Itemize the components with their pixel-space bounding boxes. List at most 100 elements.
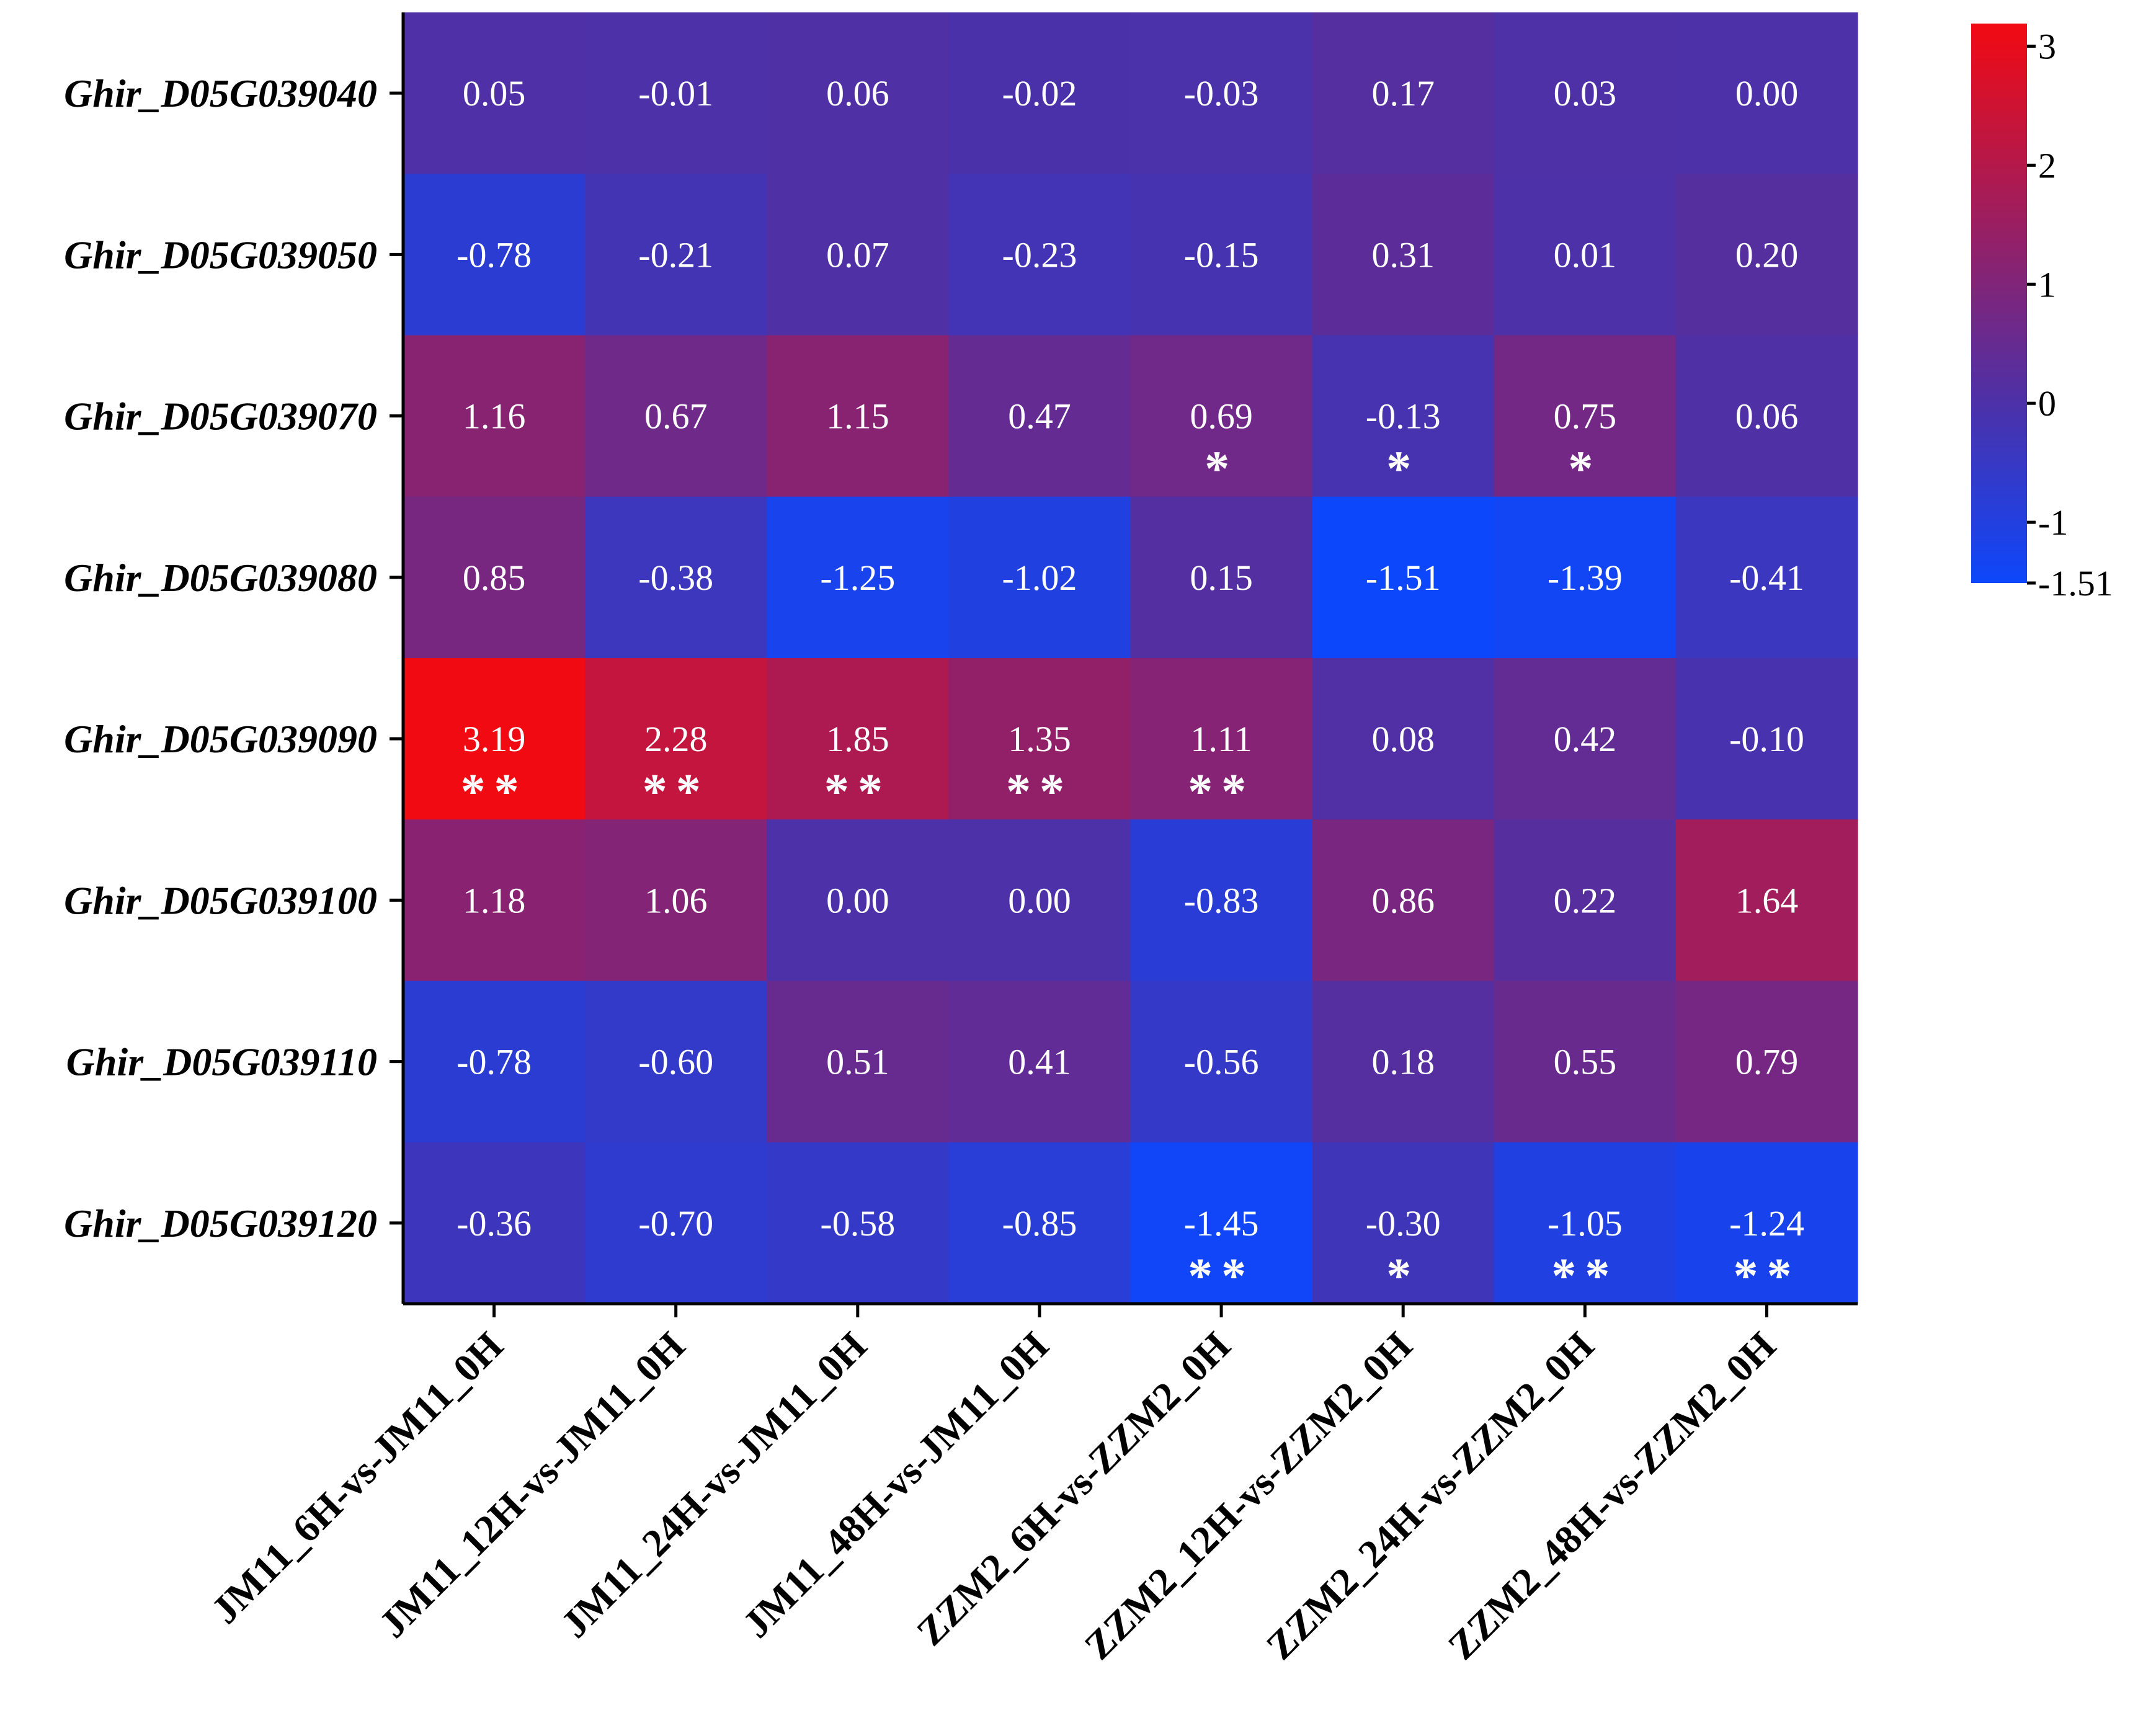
legend-color-bar (1971, 24, 2027, 583)
heatmap-cell (1494, 658, 1677, 820)
heatmap-cell (767, 496, 949, 659)
significance-marker: ** (1551, 1249, 1618, 1304)
cell-value-label: 0.03 (1554, 73, 1617, 114)
cell-value-label: 0.01 (1554, 234, 1617, 275)
heatmap-cell (948, 335, 1131, 497)
significance-marker: ** (1733, 1249, 1800, 1304)
cell-value-label: -0.10 (1729, 719, 1804, 759)
cell-value-label: 0.69 (1190, 396, 1253, 437)
cell-value-label: 0.00 (826, 880, 889, 920)
column-label: JM11_24H-vs-JM11_0H (552, 1324, 875, 1646)
significance-marker: * (1386, 442, 1420, 497)
heatmap-cell (767, 1142, 949, 1304)
cell-value-label: -1.24 (1729, 1203, 1804, 1244)
heatmap-cell (1130, 174, 1313, 336)
cell-value-label: -0.41 (1729, 558, 1804, 598)
heatmap-cell (403, 819, 586, 982)
column-label: ZZM2_24H-vs-ZZM2_0H (1258, 1324, 1603, 1668)
heatmap-cell (585, 12, 767, 174)
column-label: ZZM2_48H-vs-ZZM2_0H (1440, 1324, 1784, 1668)
legend-tick-label: 1 (2038, 264, 2056, 305)
heatmap-cell (1494, 12, 1677, 174)
heatmap-cell (948, 496, 1131, 659)
cell-value-label: 1.18 (463, 880, 526, 920)
cell-value-label: 0.17 (1371, 73, 1435, 114)
heatmap-cell (1312, 335, 1495, 497)
heatmap-cell (767, 981, 949, 1143)
heatmap-cell (767, 819, 949, 982)
cell-value-label: 1.85 (826, 719, 889, 759)
heatmap-cell (1675, 335, 1858, 497)
heatmap-cell (1312, 1142, 1495, 1304)
cell-value-label: 3.19 (463, 719, 526, 759)
cell-value-label: -0.85 (1002, 1203, 1077, 1244)
cell-value-label: -0.58 (820, 1203, 895, 1244)
heatmap-cell (948, 1142, 1131, 1304)
heatmap-cell (1312, 496, 1495, 659)
heatmap-cell (767, 174, 949, 336)
legend-tick-label: 0 (2038, 383, 2056, 424)
heatmap-cell (403, 658, 586, 820)
heatmap-cell (767, 658, 949, 820)
heatmap-cell (948, 819, 1131, 982)
cell-value-label: -0.36 (457, 1203, 532, 1244)
heatmap-cell (1675, 981, 1858, 1143)
cell-value-label: -1.02 (1002, 558, 1077, 598)
cell-value-label: -0.21 (638, 234, 713, 275)
column-label: ZZM2_6H-vs-ZZM2_0H (908, 1324, 1239, 1654)
heatmap-cell (1312, 981, 1495, 1143)
column-label: ZZM2_12H-vs-ZZM2_0H (1076, 1324, 1421, 1668)
row-label: Ghir_D05G039100 (64, 878, 377, 922)
cell-value-label: 0.00 (1008, 880, 1071, 920)
heatmap-cell (948, 981, 1131, 1143)
significance-marker: * (1386, 1249, 1420, 1304)
y-axis: Ghir_D05G039040 Ghir_D05G039050 Ghir_D05G0… (64, 12, 405, 1304)
cell-value-label: 2.28 (644, 719, 708, 759)
column-label: JM11_48H-vs-JM11_0H (734, 1324, 1057, 1646)
cell-value-label: 0.42 (1554, 719, 1617, 759)
cell-value-label: 1.64 (1735, 880, 1799, 920)
heatmap-cell (1675, 819, 1858, 982)
heatmap-cell (585, 981, 767, 1143)
cell-value-label: -0.38 (638, 558, 713, 598)
heatmap-cells (403, 12, 1858, 1304)
heatmap-cell (1130, 335, 1313, 497)
cell-value-label: 0.06 (1735, 396, 1799, 437)
heatmap-cell (403, 174, 586, 336)
heatmap-cell (1494, 981, 1677, 1143)
cell-value-label: -0.01 (638, 73, 713, 114)
legend-tick-label: 2 (2038, 145, 2056, 185)
column-label: JM11_12H-vs-JM11_0H (370, 1324, 693, 1646)
cell-value-label: 0.31 (1371, 234, 1435, 275)
significance-marker: ** (1188, 1249, 1255, 1304)
cell-value-label: 0.67 (644, 396, 708, 437)
cell-value-label: 0.08 (1371, 719, 1435, 759)
heatmap-cell (1130, 981, 1313, 1143)
heatmap-cell (767, 12, 949, 174)
cell-value-label: 0.51 (826, 1042, 889, 1082)
cell-value-label: 0.07 (826, 234, 889, 275)
cell-value-label: 0.18 (1371, 1042, 1435, 1082)
x-axis: JM11_6H-vs-JM11_0HJM11_12H-vs-JM11_0HJM1… (203, 1302, 1858, 1668)
heatmap-cell (403, 981, 586, 1143)
cell-value-label: -0.13 (1366, 396, 1441, 437)
cell-value-label: -0.23 (1002, 234, 1077, 275)
significance-marker: * (1205, 442, 1238, 497)
cell-value-label: -1.39 (1548, 558, 1623, 598)
heatmap-cell (585, 335, 767, 497)
cell-value-label: 0.20 (1735, 234, 1799, 275)
significance-marker: ** (461, 765, 528, 819)
cell-value-label: 1.35 (1008, 719, 1071, 759)
heatmap-cell (1130, 819, 1313, 982)
heatmap-cell (1675, 174, 1858, 336)
cell-value-label: 0.41 (1008, 1042, 1071, 1082)
cell-value-label: 1.11 (1190, 719, 1252, 759)
heatmap-cell (1130, 1142, 1313, 1304)
heatmap-cell (1494, 335, 1677, 497)
heatmap-cell (948, 658, 1131, 820)
heatmap-cell (585, 174, 767, 336)
heatmap-cell (948, 12, 1131, 174)
legend-tick-label: -1 (2038, 502, 2068, 543)
heatmap-cell (1312, 819, 1495, 982)
